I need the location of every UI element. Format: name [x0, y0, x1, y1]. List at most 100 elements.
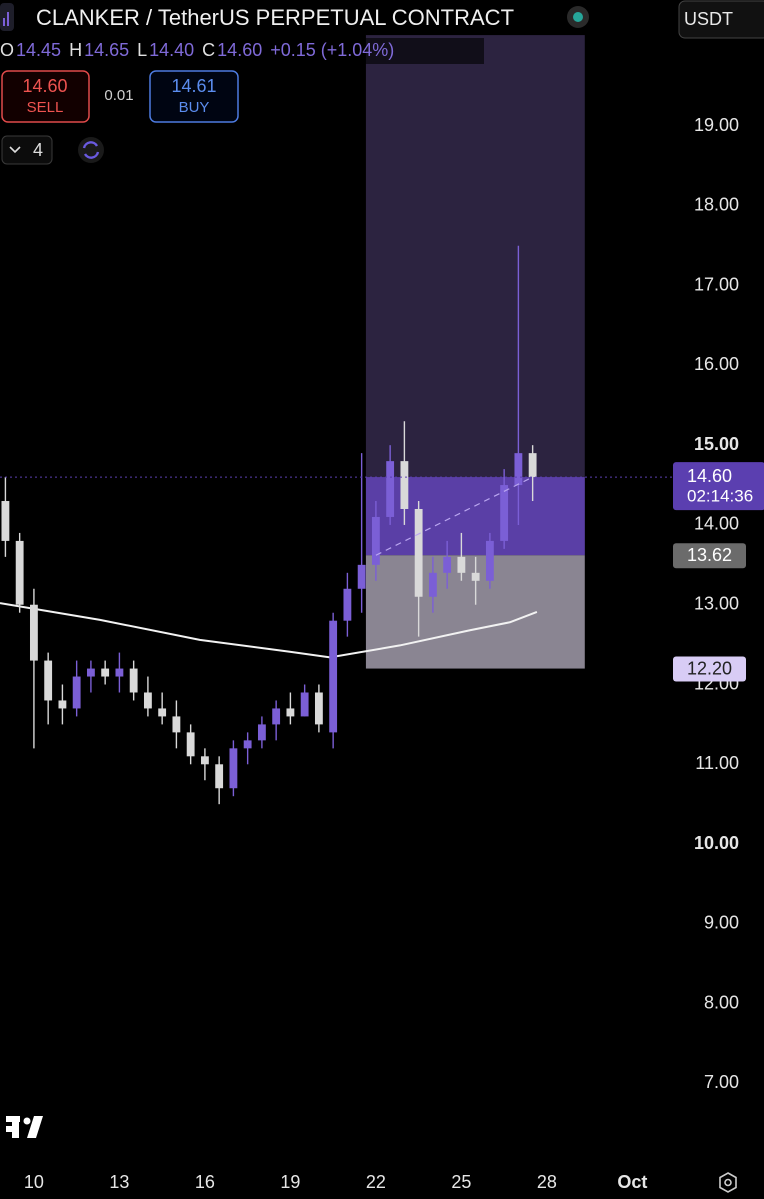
y-tick-label: 9.00 — [704, 913, 739, 933]
y-tick-label: 8.00 — [704, 992, 739, 1012]
candle-body — [58, 700, 67, 709]
candle-body — [500, 485, 509, 541]
ohlc-change: +0.15 (+1.04%) — [270, 40, 394, 60]
candle-body — [371, 516, 380, 565]
y-tick-label: 16.00 — [694, 354, 739, 374]
candle-body — [485, 540, 494, 581]
sell-label: SELL — [27, 99, 64, 116]
price-label-bg — [673, 543, 746, 569]
y-tick-label: 10.00 — [694, 833, 739, 853]
candle-body — [457, 556, 466, 573]
candle-body — [414, 508, 423, 597]
candle-body — [386, 461, 395, 517]
ohlc-value: 14.65 — [84, 40, 129, 60]
x-tick-label: 22 — [366, 1172, 386, 1192]
y-tick-label: 13.00 — [694, 593, 739, 613]
candle-body — [15, 540, 24, 605]
candle-body — [243, 740, 252, 749]
countdown-label: 02:14:36 — [687, 487, 753, 506]
price-label: 13.62 — [687, 545, 732, 565]
tv-logo — [6, 1116, 43, 1138]
x-tick-label: 28 — [537, 1172, 557, 1192]
status-dot — [573, 12, 583, 22]
candle-body — [86, 668, 95, 677]
price-label: 14.60 — [687, 466, 732, 486]
candle-body — [514, 453, 523, 486]
logo-part — [27, 1116, 43, 1138]
x-tick-label: 16 — [195, 1172, 215, 1192]
x-tick-label: 10 — [24, 1172, 44, 1192]
x-tick-label: 19 — [280, 1172, 300, 1192]
settings-icon[interactable] — [719, 1172, 737, 1193]
candle-body — [528, 453, 537, 478]
symbol-title: CLANKER / TetherUS PERPETUAL CONTRACT — [36, 5, 514, 30]
candle-body — [471, 572, 480, 581]
x-tick-label: 25 — [451, 1172, 471, 1192]
candle-body — [272, 708, 281, 725]
buy-button[interactable] — [149, 70, 239, 123]
price-label-bg — [673, 462, 764, 511]
sync-bg — [78, 137, 104, 163]
candle-body — [143, 692, 152, 709]
candle-body — [400, 461, 409, 509]
candle-body — [314, 692, 323, 725]
candle-body — [172, 716, 181, 733]
candle-body — [329, 620, 338, 733]
y-tick-label: 18.00 — [694, 195, 739, 215]
ohlc-key: L — [137, 40, 147, 60]
currency-select[interactable] — [678, 0, 764, 39]
candle-body — [115, 668, 124, 677]
y-tick-label: 11.00 — [695, 753, 739, 773]
y-tick-label: 7.00 — [704, 1072, 739, 1092]
indicator-count: 4 — [33, 140, 43, 160]
candle-body — [286, 708, 295, 717]
ohlc-value: 14.40 — [149, 40, 194, 60]
candle-body — [72, 676, 81, 709]
y-tick-label: 19.00 — [694, 115, 739, 135]
sync-icon[interactable] — [78, 137, 104, 163]
currency-label: USDT — [684, 9, 733, 29]
logo-part — [23, 1117, 31, 1125]
candle-body — [300, 692, 309, 717]
logo-part — [12, 1116, 19, 1138]
app-icon-bar — [3, 18, 5, 26]
indicator-toggle[interactable] — [1, 135, 53, 165]
candle-body — [101, 668, 110, 677]
candle-body — [1, 501, 10, 541]
ohlc-key: O — [0, 40, 14, 60]
app-icon-bar — [7, 12, 9, 26]
buy-price: 14.61 — [171, 76, 216, 96]
sell-button[interactable] — [1, 70, 90, 123]
candle-body — [215, 764, 224, 789]
candle-body — [443, 556, 452, 573]
ohlc-bg — [0, 38, 484, 64]
candle-body — [343, 588, 352, 621]
candle-body — [257, 724, 266, 741]
plot-area — [0, 35, 585, 805]
buy-label: BUY — [179, 99, 210, 116]
spread: 0.01 — [104, 87, 133, 104]
candle-body — [29, 604, 38, 661]
chevron-icon — [9, 146, 21, 154]
candle-body — [158, 708, 167, 717]
price-label: 12.20 — [687, 658, 732, 678]
ohlc-row: O 14.45 H 14.65 L 14.40 C 14.60 +0.15 (+1.04%) — [0, 40, 394, 60]
logo-part — [6, 1126, 12, 1132]
ohlc-value: 14.45 — [16, 40, 61, 60]
x-tick-label: 13 — [109, 1172, 129, 1192]
ohlc-key: C — [202, 40, 215, 60]
candle-body — [229, 748, 238, 789]
sell-price: 14.60 — [22, 76, 67, 96]
candle-body — [357, 564, 366, 589]
ohlc-value: 14.60 — [217, 40, 262, 60]
ohlc-key: H — [69, 40, 82, 60]
position-trade-line — [375, 476, 533, 556]
y-tick-label: 14.00 — [694, 514, 739, 534]
price-label-bg — [673, 656, 746, 682]
candle-body — [129, 668, 138, 693]
gear-center — [724, 1178, 732, 1187]
candle-body — [428, 572, 437, 597]
sync-arrows — [82, 141, 100, 159]
